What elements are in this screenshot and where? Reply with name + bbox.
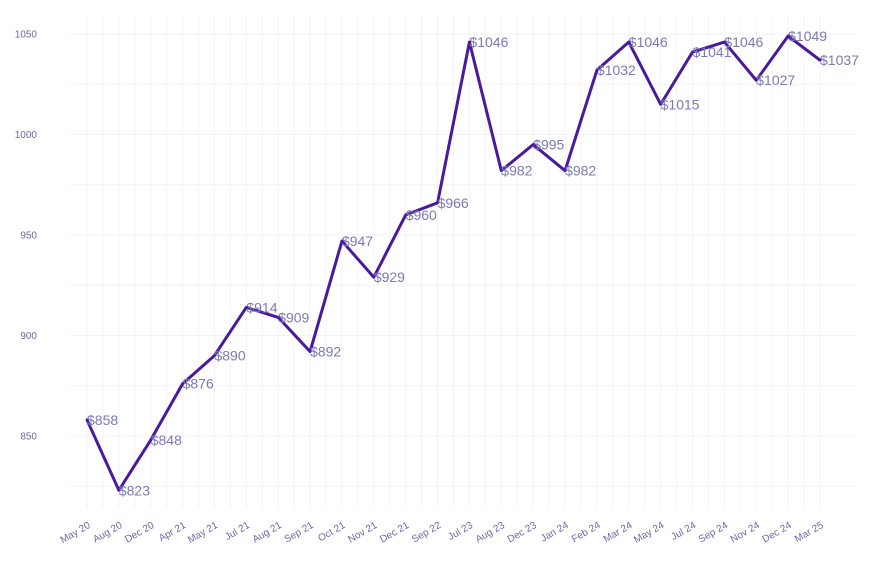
y-tick-label: 950 <box>20 231 37 242</box>
series-group <box>85 34 822 492</box>
data-label: $960 <box>406 207 437 223</box>
data-label: $892 <box>310 344 341 360</box>
x-tick-label: Jul 21 <box>223 520 252 543</box>
data-label: $876 <box>183 376 214 392</box>
x-tick-label: Dec 20 <box>123 520 156 546</box>
data-label: $982 <box>565 163 596 179</box>
x-tick-label: Nov 24 <box>729 520 762 546</box>
x-tick-label: Oct 21 <box>316 520 347 544</box>
x-tick-label: Sep 22 <box>410 520 443 546</box>
data-label: $823 <box>119 482 150 498</box>
data-label: $1049 <box>788 28 827 44</box>
data-label: $1037 <box>820 52 859 68</box>
x-tick-label: Dec 24 <box>761 520 794 546</box>
x-tick-label: May 21 <box>186 520 220 546</box>
y-tick-label: 900 <box>20 331 37 342</box>
y-axis: 850 900 950 1000 1050 <box>15 30 38 443</box>
x-tick-label: Aug 21 <box>251 520 284 546</box>
data-label: $848 <box>151 432 182 448</box>
x-tick-label: Jul 23 <box>446 520 475 543</box>
data-label: $890 <box>214 348 245 364</box>
data-label: $909 <box>278 309 309 325</box>
x-tick-label: Aug 20 <box>91 520 124 546</box>
x-tick-label: Sep 24 <box>697 520 730 546</box>
x-tick-label: Dec 23 <box>506 520 539 546</box>
data-label: $982 <box>501 163 532 179</box>
data-label: $1027 <box>756 72 795 88</box>
x-tick-label: Jan 24 <box>539 520 571 545</box>
series-line <box>85 34 822 492</box>
data-label: $947 <box>342 233 373 249</box>
y-tick-label: 850 <box>20 432 37 443</box>
x-tick-label: Jul 24 <box>669 520 698 543</box>
data-label: $966 <box>438 195 469 211</box>
y-tick-label: 1000 <box>15 130 38 141</box>
data-label: $858 <box>87 412 118 428</box>
x-tick-label: Aug 23 <box>474 520 507 546</box>
data-label: $1041 <box>693 44 732 60</box>
data-label: $1046 <box>629 34 668 50</box>
x-tick-label: May 24 <box>632 520 666 546</box>
x-tick-label: Dec 21 <box>378 520 411 546</box>
grid <box>70 15 856 508</box>
data-labels: $858 $823 $848 $876$890 $914$909 $892 $947 $929… <box>87 28 859 498</box>
x-tick-label: Nov 21 <box>346 520 379 546</box>
data-label: $1032 <box>597 62 636 78</box>
data-label: $995 <box>533 137 564 153</box>
data-label: $914 <box>246 299 277 315</box>
x-tick-label: Sep 21 <box>283 520 316 546</box>
data-label: $1015 <box>661 96 700 112</box>
y-tick-label: 1050 <box>15 30 38 41</box>
x-tick-label: Mar 24 <box>602 520 635 545</box>
data-label: $929 <box>374 269 405 285</box>
data-label: $1046 <box>724 34 763 50</box>
x-tick-label: May 20 <box>59 520 93 546</box>
x-tick-label: Apr 21 <box>157 520 188 544</box>
data-label: $1046 <box>469 34 508 50</box>
x-tick-label: Feb 24 <box>570 520 603 545</box>
x-tick-label: Mar 25 <box>793 520 826 545</box>
